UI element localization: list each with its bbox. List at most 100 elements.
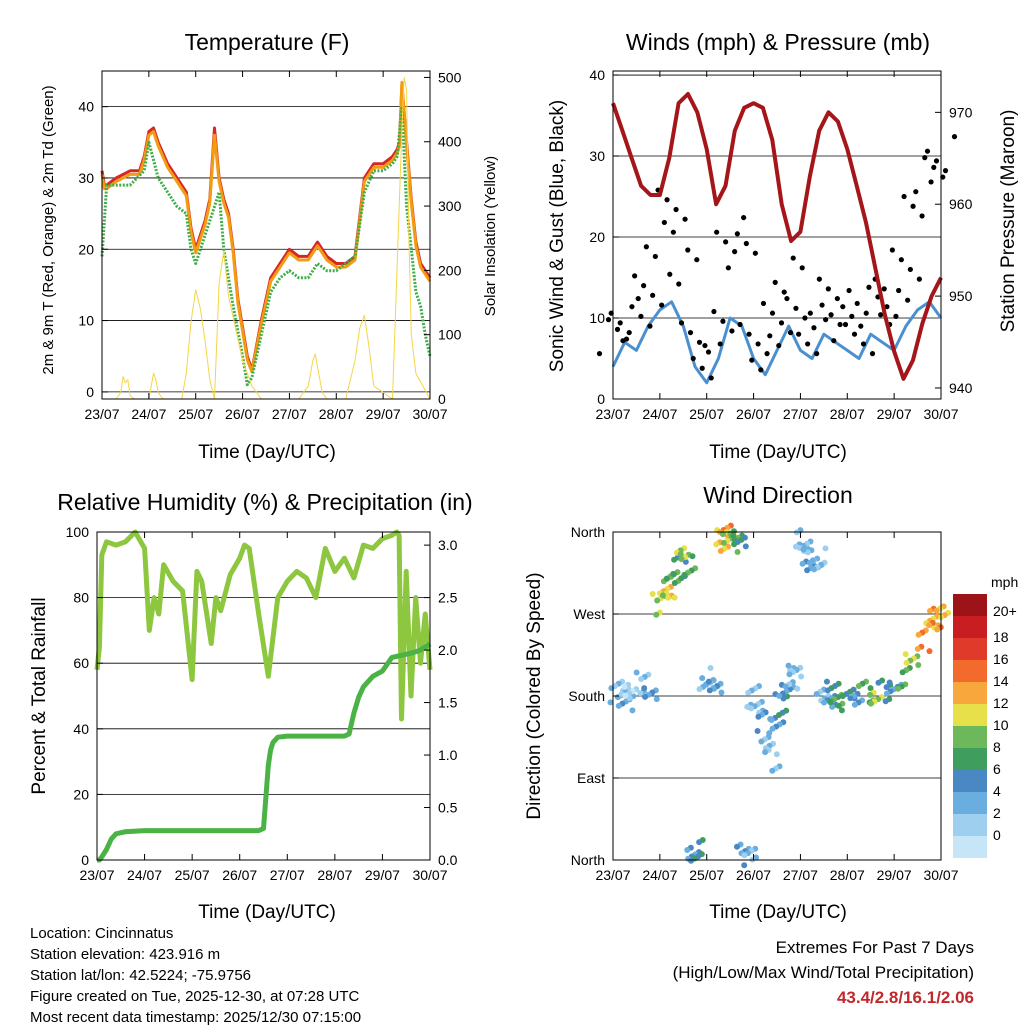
x-tick-label: 28/07 (830, 867, 865, 883)
direction-point (671, 580, 678, 587)
direction-point (734, 549, 741, 556)
recent-timestamp: Most recent data timestamp: 2025/12/30 0… (30, 1009, 362, 1026)
gust-point (717, 341, 723, 347)
legend-swatch (953, 792, 987, 814)
direction-point (926, 622, 933, 629)
y-tick-label: West (573, 606, 605, 622)
direction-point (699, 675, 706, 682)
temperature-y2label: Solar Insolation (Yellow) (482, 156, 499, 316)
legend-swatch (953, 682, 987, 704)
gust-point (725, 265, 731, 271)
direction-point (718, 689, 725, 696)
legend-label: 18 (993, 629, 1009, 645)
gust-point (849, 313, 855, 319)
figure-created: Figure created on Tue, 2025-12-30, at 07… (30, 988, 360, 1005)
direction-point (839, 693, 846, 700)
gust-point (772, 279, 778, 285)
x-tick-label: 23/07 (84, 406, 119, 422)
gust-point (823, 317, 829, 323)
y-tick-label: North (571, 524, 605, 540)
x-tick-label: 29/07 (366, 406, 401, 422)
x-tick-label: 26/07 (222, 867, 257, 883)
gust-point (819, 302, 825, 308)
direction-point (821, 699, 828, 706)
gust-point (837, 321, 843, 328)
gust-point (778, 320, 785, 326)
direction-point (782, 683, 789, 690)
gust-point (860, 341, 867, 347)
gust-point (811, 325, 817, 331)
series-line-2m-td (100, 105, 432, 387)
gust-point (632, 273, 638, 279)
direction-point (895, 685, 902, 692)
gust-point (893, 313, 899, 319)
direction-point (670, 570, 677, 577)
series-line-solar-insolation (102, 76, 431, 400)
y2-tick-label: 300 (438, 198, 462, 214)
direction-point (915, 662, 922, 669)
winds-frame (612, 70, 942, 400)
direction-point (741, 862, 748, 869)
y2-tick-label: 500 (438, 69, 462, 85)
x-tick-label: 23/07 (79, 867, 114, 883)
y2-tick-label: 400 (438, 134, 462, 150)
gust-point (796, 331, 802, 337)
gust-point (802, 315, 808, 321)
station-location: Location: Cincinnatus (30, 925, 174, 942)
gust-point (863, 310, 869, 316)
gust-point (755, 341, 761, 347)
gust-point (854, 300, 860, 307)
x-tick-label: 30/07 (923, 867, 958, 883)
y2-tick-label: 100 (438, 327, 462, 343)
winds-ylabel: Sonic Wind & Gust (Blue, Black) (547, 100, 568, 372)
x-tick-label: 23/07 (595, 406, 630, 422)
humidity-title: Relative Humidity (%) & Precipitation (i… (57, 489, 472, 515)
x-tick-label: 24/07 (127, 867, 162, 883)
gust-point (734, 231, 740, 237)
x-tick-label: 29/07 (365, 867, 400, 883)
humidity-ticks: 23/07 24/07 25/07 26/07 27/07 28/07 29/07 30/07… (66, 524, 458, 883)
gust-point (714, 229, 720, 235)
gust-point (816, 276, 822, 282)
y2-tick-label: 940 (949, 380, 973, 396)
gust-point (626, 329, 632, 336)
direction-point (681, 571, 688, 578)
direction-point (903, 659, 910, 666)
direction-point (607, 699, 614, 706)
direction-point (823, 678, 830, 685)
station-info: Location: Cincinnatus Station elevation:… (30, 923, 361, 1028)
direction-point (882, 698, 889, 705)
x-tick-label: 26/07 (225, 406, 260, 422)
direction-point (682, 558, 689, 565)
direction-point (899, 669, 906, 676)
direction-point (835, 702, 842, 709)
y2-tick-label: 0 (438, 391, 446, 407)
direction-ticks: 23/07 24/07 25/07 26/07 27/07 28/07 29/07 30/07… (568, 524, 958, 883)
direction-point (829, 703, 836, 710)
y2-tick-label: 960 (949, 196, 973, 212)
y-tick-label: 100 (66, 524, 90, 540)
x-tick-label: 25/07 (689, 406, 724, 422)
legend-title: mph (991, 574, 1018, 590)
y-tick-label: North (571, 852, 605, 868)
legend-label: 6 (993, 761, 1001, 777)
y2-tick-label: 2.5 (438, 590, 458, 606)
gust-point (752, 250, 758, 256)
direction-point (713, 541, 720, 548)
gust-point (708, 375, 714, 381)
gust-point (682, 216, 688, 222)
gust-point (784, 295, 790, 302)
legend-label: 10 (993, 717, 1009, 733)
temperature-panel: Temperature (F) 23/07 24/07 25/07 26/07 27/0… (40, 29, 499, 463)
direction-point (707, 664, 714, 671)
gust-point (764, 351, 770, 357)
direction-point (677, 551, 684, 558)
winds-panel: Winds (mph) & Pressure (mb) 23/07 24/07 25… (547, 29, 1019, 463)
gust-point (746, 331, 752, 337)
winds-ticks: 23/07 24/07 25/07 26/07 27/07 28/07 29/07 30/07… (589, 67, 972, 422)
legend-label: 8 (993, 739, 1001, 755)
direction-point (915, 631, 922, 638)
station-latlon: Station lat/lon: 42.5224; -75.9756 (30, 967, 252, 984)
series-line-9m-t (100, 80, 432, 374)
